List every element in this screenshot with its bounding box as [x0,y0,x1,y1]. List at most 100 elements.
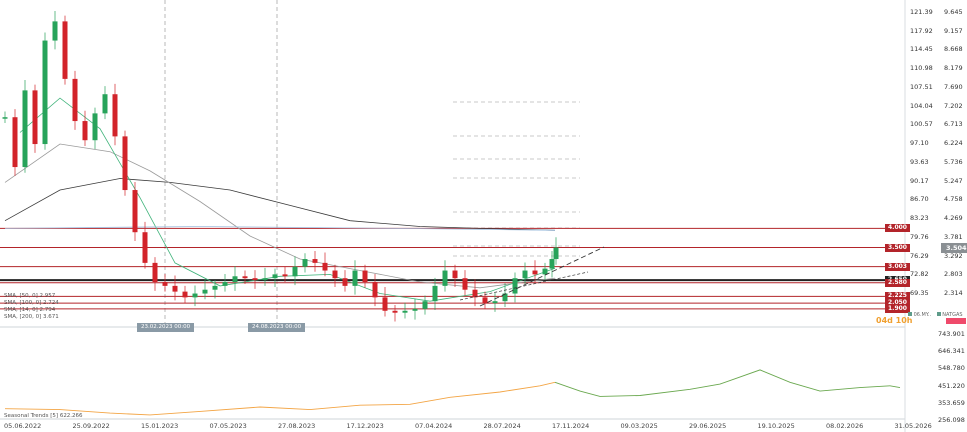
candle-body [522,270,528,279]
right-axis-tick: 3.781 [944,232,963,241]
candle-body [549,259,555,269]
right-axis-tick: 8.179 [944,64,963,73]
candle-body [12,117,18,168]
candle-body [402,310,408,313]
candle-body [212,285,218,290]
candle-body [502,293,508,302]
x-axis-tick: 07.04.2024 [415,422,452,430]
instrument-legend[interactable]: 06.MY.. NATGAS [908,312,963,318]
vertical-line-2-label: 24.08.2023 00:00 [248,323,306,332]
legend-sma100[interactable]: SMA, [100, 0] 2.724 [4,300,59,306]
left-axis-tick: 104.04 [910,101,933,110]
candle-body [282,274,288,277]
candle-countdown: 04d 10h [876,316,913,325]
left-axis-tick: 72.82 [910,270,929,279]
candle-body [172,285,178,292]
candle-body [242,276,248,279]
right-axis-tick: 3.292 [944,251,963,260]
candle-body [512,278,518,294]
right-axis-tick: 2.314 [944,289,963,297]
right-axis-tick: 6.713 [944,120,963,129]
candle-body [302,259,308,267]
candle-body [2,117,8,119]
left-axis-tick: 86.70 [910,195,929,204]
right-axis-tick: 9.645 [944,8,963,16]
candle-body [362,270,368,283]
candle-body [162,282,168,286]
right-axis-tick: 8.668 [944,45,963,54]
trendline-lower[interactable] [459,271,589,301]
x-axis-tick: 17.11.2024 [552,422,589,430]
candle-body [422,301,428,309]
candle-body [112,94,118,137]
seasonal-axis-tick: 451.220 [938,381,965,390]
candle-body [442,270,448,286]
x-axis-tick: 07.05.2023 [210,422,247,430]
x-axis-tick: 27.08.2023 [278,422,315,430]
candle-body [262,278,268,281]
candle-body [462,278,468,290]
candle-body [352,270,358,286]
candle-body [32,90,38,145]
candle-body [232,276,238,283]
right-axis-tick: 6.224 [944,139,963,148]
trendline-upper[interactable] [479,246,605,307]
right-axis-tick: 4.758 [944,195,963,204]
level-badge: 3.500 [885,243,910,252]
candle-body [412,308,418,311]
candle-body [72,78,78,122]
candle-body [92,113,98,141]
candle-body [122,136,128,191]
legend-sma50[interactable]: SMA, [50, 0] 2.957 [4,293,56,299]
x-axis-tick: 25.09.2022 [73,422,110,430]
candle-body [42,40,48,145]
x-axis-tick: 17.12.2023 [347,422,384,430]
candle-body [482,297,488,304]
x-axis-tick: 31.05.2026 [895,422,932,430]
current-price-tag: 3.504 [941,243,967,253]
series-color-swatch-2 [908,312,912,316]
left-axis-tick: 117.92 [910,26,933,35]
candle-body [382,297,388,311]
legend-sma14[interactable]: SMA, [14, 0] 2.794 [4,307,56,313]
level-badge: 1.900 [885,304,910,313]
left-axis-tick: 69.35 [910,289,929,297]
series-color-swatch-1 [936,312,941,316]
x-axis-labels: 05.06.2022 25.09.2022 15.01.2023 07.05.2023… [4,422,932,430]
horizontal-levels[interactable] [0,227,905,310]
candle-body [432,285,438,302]
sma200-line [4,178,556,231]
candle-body [292,266,298,277]
left-axis-tick: 121.39 [910,8,933,16]
sma14-line [4,226,556,231]
candle-body [222,282,228,286]
instrument-color-bar [946,318,966,324]
x-axis-tick: 08.02.2026 [826,422,863,430]
candlesticks [2,11,559,322]
candle-body [532,270,538,275]
legend-sma200[interactable]: SMA, [200, 0] 3.671 [4,314,59,320]
x-axis-tick: 29.06.2025 [689,422,726,430]
left-axis-tick: 93.63 [910,157,929,166]
candle-body [342,278,348,286]
seasonal-axis-tick: 646.341 [938,347,965,356]
x-axis-tick: 05.06.2022 [4,422,41,430]
left-axis-tick: 110.98 [910,64,933,73]
seasonal-axis-tick: 256.098 [938,416,965,424]
legend-seasonal[interactable]: Seasonal Trends [5] 622.266 [4,413,83,419]
seasonal-axis-tick: 548.780 [938,364,965,373]
candle-body [492,301,498,304]
candle-body [82,121,88,141]
candle-body [372,282,378,298]
fibonacci-levels[interactable] [453,101,580,257]
candle-body [152,262,158,283]
right-axis-tick: 7.690 [944,82,963,91]
right-axis-tick: 5.247 [944,176,963,185]
candle-body [62,21,68,79]
seasonal-line-past [4,381,556,416]
level-badge: 3.003 [885,262,910,271]
vertical-line-1-label: 23.02.2023 00:00 [137,323,195,332]
level-badge: 2.225 [885,292,910,301]
